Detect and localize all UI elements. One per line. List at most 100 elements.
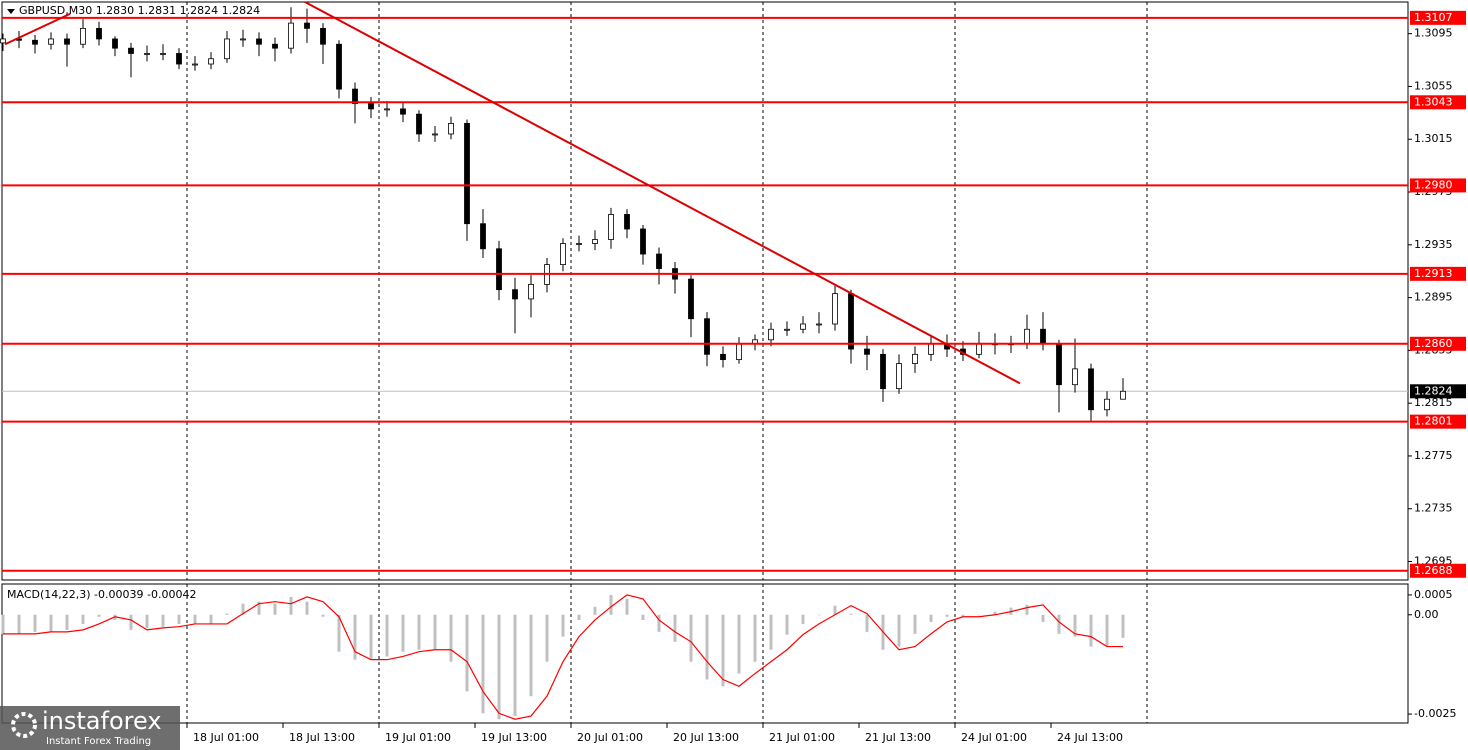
last-price-label: 1.2824 <box>1414 384 1453 397</box>
y-tick-label: 1.3055 <box>1414 79 1453 92</box>
trend-line <box>4 12 71 46</box>
candle-body <box>176 53 182 65</box>
macd-bar <box>561 614 565 637</box>
x-tick-label: 21 Jul 13:00 <box>865 731 931 744</box>
candle-body <box>880 353 886 390</box>
candle-body <box>1088 368 1094 411</box>
macd-bar <box>849 613 853 615</box>
macd-bar <box>865 614 869 632</box>
candle-body <box>688 278 694 320</box>
candle-body <box>224 38 230 60</box>
macd-bar <box>1025 604 1029 615</box>
macd-bar <box>273 603 277 615</box>
macd-bar <box>769 614 773 650</box>
macd-bar <box>65 614 69 630</box>
macd-bar <box>369 614 373 660</box>
candle-body <box>320 27 326 45</box>
candle-body <box>432 133 438 136</box>
y-tick-label: 1.3095 <box>1414 27 1453 40</box>
y-tick-label: 1.2775 <box>1414 449 1453 462</box>
macd-bar <box>721 614 725 687</box>
candle-body <box>64 38 70 45</box>
candle-body <box>608 214 614 240</box>
macd-bar <box>641 614 645 620</box>
macd-bar <box>801 614 805 624</box>
candle-body <box>1056 343 1062 386</box>
candle-body <box>640 228 646 255</box>
candle-body <box>272 43 278 49</box>
level-label: 1.2860 <box>1414 337 1453 350</box>
macd-bar <box>545 614 549 662</box>
candle-body <box>288 22 294 49</box>
candle-body <box>464 123 470 225</box>
candle-body <box>768 328 774 341</box>
candle-body <box>592 239 598 244</box>
macd-bar <box>929 614 933 622</box>
candle-body <box>192 63 198 66</box>
candle-body <box>480 223 486 250</box>
price-pane <box>1 1 1409 581</box>
y-tick-label: 1.2815 <box>1414 396 1453 409</box>
candle-body <box>48 38 54 45</box>
macd-bar <box>241 603 245 615</box>
x-tick-label: 20 Jul 01:00 <box>577 731 643 744</box>
candle-body <box>368 103 374 110</box>
candle-body <box>800 323 806 330</box>
watermark: instaforex Instant Forex Trading <box>0 706 180 750</box>
candle-body <box>0 38 6 44</box>
y-tick-label: 0.00 <box>1414 608 1439 621</box>
macd-bar <box>1057 614 1061 634</box>
candle-body <box>1040 328 1046 345</box>
macd-bar <box>353 614 357 660</box>
macd-bar <box>833 605 837 615</box>
macd-bar <box>225 613 229 615</box>
level-label: 1.2801 <box>1414 415 1453 428</box>
macd-bar <box>33 614 37 632</box>
candle-body <box>832 293 838 325</box>
candle-body <box>848 293 854 350</box>
candle-body <box>912 353 918 364</box>
macd-bar <box>289 596 293 615</box>
candle-body <box>336 43 342 90</box>
macd-bar <box>481 614 485 714</box>
candle-body <box>256 38 262 45</box>
macd-bar <box>401 614 405 652</box>
macd-bar <box>209 614 213 624</box>
candle-body <box>1120 390 1126 400</box>
macd-bar <box>513 614 517 717</box>
candle-body <box>896 363 902 390</box>
level-label-box <box>1410 266 1466 281</box>
x-tick-label: 24 Jul 13:00 <box>1057 731 1123 744</box>
macd-bar <box>1121 614 1125 638</box>
candle-body <box>416 113 422 135</box>
macd-bar <box>321 614 325 617</box>
candle-body <box>512 289 518 300</box>
macd-bar <box>817 614 821 616</box>
candle-body <box>128 47 134 54</box>
candle-body <box>160 53 166 55</box>
x-tick-label: 19 Jul 01:00 <box>385 731 451 744</box>
candle-body <box>208 58 214 65</box>
macd-bar <box>625 598 629 615</box>
macd-bar <box>1105 614 1109 647</box>
macd-bar <box>913 614 917 634</box>
signal-line <box>3 594 1123 720</box>
y-tick-label: 1.2935 <box>1414 238 1453 251</box>
macd-bar <box>785 614 789 635</box>
candle-body <box>976 343 982 355</box>
macd-bar <box>17 614 21 634</box>
candle-body <box>112 38 118 49</box>
macd-bar <box>897 614 901 647</box>
candle-body <box>1072 368 1078 386</box>
macd-bar <box>673 614 677 642</box>
macd-pane <box>1 583 1409 724</box>
chart-title: GBPUSD,M30 1.2830 1.2831 1.2824 1.2824 <box>19 4 260 17</box>
macd-bar <box>49 614 53 632</box>
trend-line <box>304 1 1021 385</box>
level-label: 1.2980 <box>1414 178 1453 191</box>
candle-body <box>720 353 726 361</box>
candle-body <box>576 243 582 245</box>
y-tick-label: 1.2735 <box>1414 502 1453 515</box>
macd-bar <box>257 601 261 615</box>
macd-bar <box>385 614 389 657</box>
